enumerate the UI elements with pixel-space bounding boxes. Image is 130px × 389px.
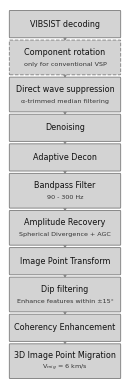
Text: Direct wave suppression: Direct wave suppression bbox=[16, 85, 114, 94]
FancyBboxPatch shape bbox=[9, 114, 121, 142]
Text: Component rotation: Component rotation bbox=[24, 48, 106, 57]
Text: only for conventional VSP: only for conventional VSP bbox=[24, 62, 106, 67]
FancyBboxPatch shape bbox=[9, 314, 121, 342]
Text: Spherical Divergence + AGC: Spherical Divergence + AGC bbox=[19, 233, 111, 237]
FancyBboxPatch shape bbox=[9, 11, 121, 38]
FancyBboxPatch shape bbox=[9, 77, 121, 112]
FancyBboxPatch shape bbox=[9, 247, 121, 275]
Text: Amplitude Recovery: Amplitude Recovery bbox=[24, 218, 106, 227]
Text: Dip filtering: Dip filtering bbox=[41, 285, 89, 294]
Text: Enhance features within ±15°: Enhance features within ±15° bbox=[17, 299, 113, 304]
Text: Adaptive Decon: Adaptive Decon bbox=[33, 153, 97, 162]
Text: Bandpass Filter: Bandpass Filter bbox=[34, 181, 96, 190]
FancyBboxPatch shape bbox=[9, 344, 121, 378]
FancyBboxPatch shape bbox=[9, 173, 121, 208]
Text: Image Point Transform: Image Point Transform bbox=[20, 257, 110, 266]
FancyBboxPatch shape bbox=[9, 40, 121, 75]
FancyBboxPatch shape bbox=[9, 144, 121, 171]
Text: V$_{mig}$ = 6 km/s: V$_{mig}$ = 6 km/s bbox=[42, 363, 88, 373]
Text: α-trimmed median filtering: α-trimmed median filtering bbox=[21, 99, 109, 104]
FancyBboxPatch shape bbox=[9, 210, 121, 245]
Text: VIBSIST decoding: VIBSIST decoding bbox=[30, 19, 100, 29]
Text: 90 - 300 Hz: 90 - 300 Hz bbox=[47, 195, 83, 200]
Text: 3D Image Point Migration: 3D Image Point Migration bbox=[14, 352, 116, 361]
FancyBboxPatch shape bbox=[9, 277, 121, 312]
Text: Coherency Enhancement: Coherency Enhancement bbox=[14, 323, 116, 332]
Text: Denoising: Denoising bbox=[45, 123, 85, 132]
